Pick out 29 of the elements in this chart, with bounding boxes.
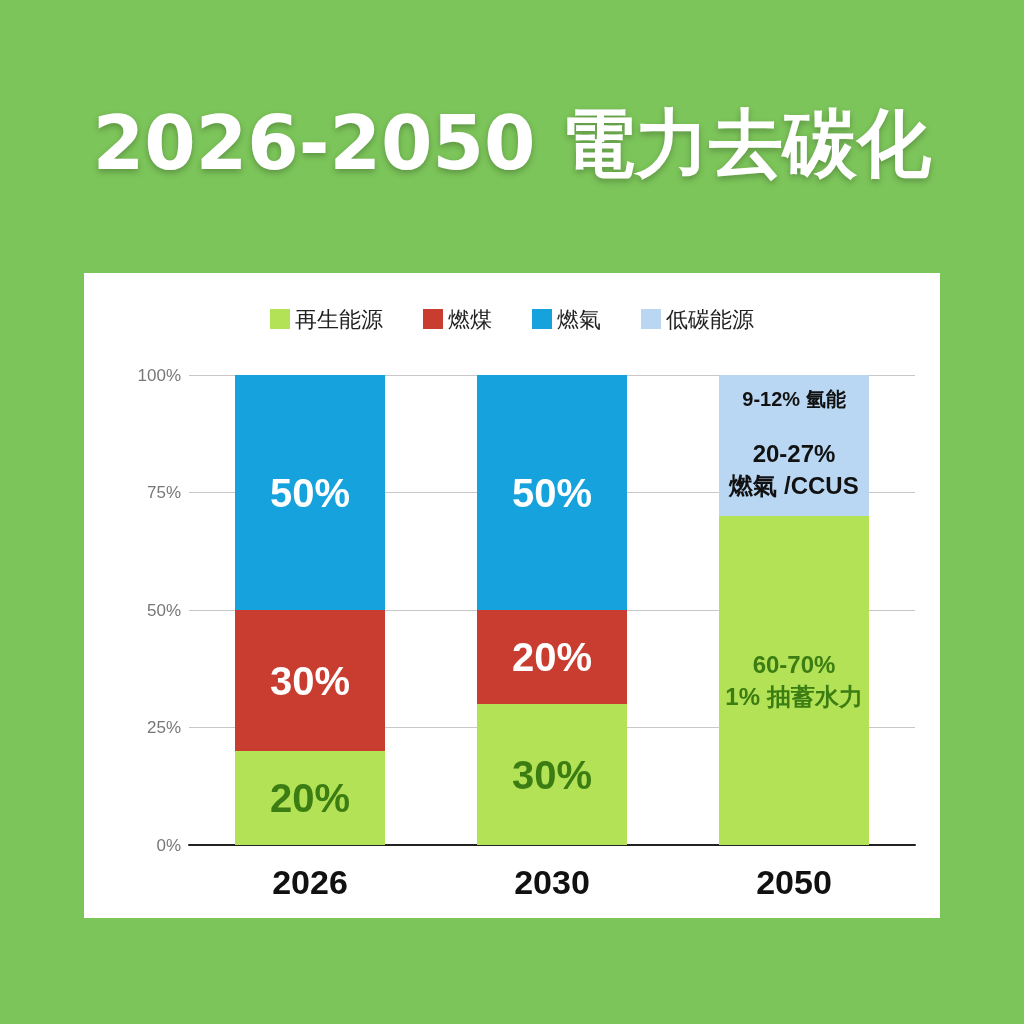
- y-tick-label: 75%: [146, 483, 181, 502]
- annotation: 9-12% 氫能: [742, 387, 846, 410]
- annotation: 60-70% 1% 抽蓄水力: [725, 651, 863, 710]
- y-tick-label: 0%: [156, 835, 181, 855]
- bar: [235, 375, 385, 610]
- data-label: 20%: [269, 776, 351, 820]
- legend-label: 再生能源: [295, 306, 383, 332]
- bar: [235, 751, 385, 845]
- bar: [235, 610, 385, 751]
- data-label: 50%: [269, 470, 351, 515]
- chart-title: 2026-2050 電力去碳化: [91, 99, 933, 188]
- x-tick-label: 2026: [272, 863, 348, 901]
- annotation: 20-27% 燃氣 /CCUS: [728, 439, 859, 499]
- x-tick-label: 2030: [514, 863, 590, 901]
- data-label: 50%: [511, 470, 593, 515]
- legend-label: 燃氣: [557, 306, 601, 332]
- data-label: 30%: [511, 752, 593, 797]
- x-tick-label: 2050: [756, 863, 832, 901]
- data-label: 20%: [511, 635, 593, 679]
- y-tick-label: 100%: [137, 365, 181, 385]
- bar: [719, 516, 869, 845]
- bar: [477, 375, 627, 610]
- legend-label: 低碳能源: [666, 306, 754, 332]
- data-label: 30%: [269, 658, 351, 703]
- legend-label: 燃煤: [448, 306, 492, 332]
- bar: [477, 704, 627, 845]
- y-tick-label: 25%: [146, 718, 181, 737]
- y-tick-label: 50%: [146, 600, 181, 620]
- bar: [477, 610, 627, 704]
